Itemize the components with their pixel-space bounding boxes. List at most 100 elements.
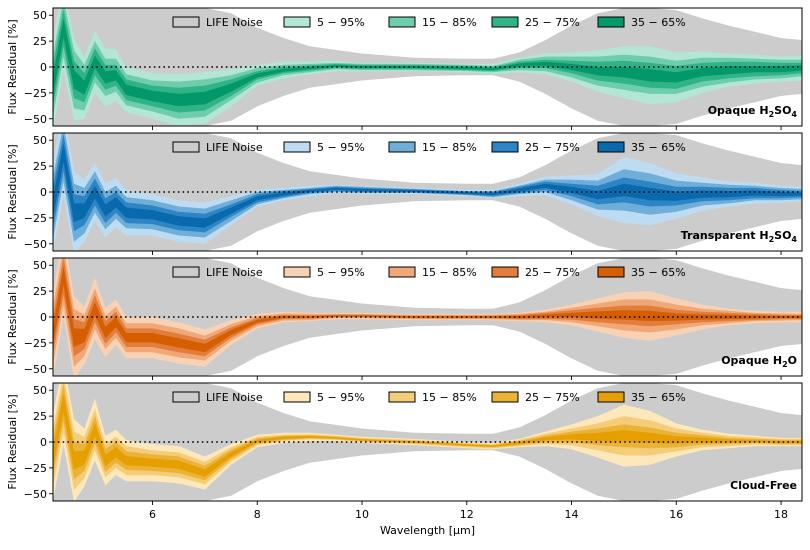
legend-swatch <box>597 391 625 403</box>
band-15-85 <box>53 133 802 242</box>
x-tick-label: 8 <box>254 508 261 521</box>
legend-label: 25 − 75% <box>525 16 580 29</box>
y-axis-label: Flux Residual [%] <box>6 19 19 114</box>
y-tick-label: −25 <box>24 87 47 100</box>
panel-3: 50 25 0 −25 −50 Flux Residual [%] LIFE Noise 5 … <box>6 257 803 380</box>
y-axis-label: Flux Residual [%] <box>6 144 19 239</box>
panel-label: Opaque H2SO4 <box>708 104 798 119</box>
legend-swatch <box>597 141 625 153</box>
legend-label: 35 − 65% <box>631 266 686 279</box>
band-35-65 <box>53 393 802 477</box>
legend-swatch <box>388 141 416 153</box>
panel-label-text: Opaque H <box>708 104 769 117</box>
y-tick-label: 25 <box>33 160 47 173</box>
legend-swatch <box>172 141 200 153</box>
panel-label: Cloud-Free <box>730 479 797 492</box>
panel-plot-area <box>53 383 802 501</box>
legend-swatch <box>597 16 625 28</box>
legend-swatch <box>172 16 200 28</box>
legend-swatch <box>283 391 311 403</box>
y-tick-label: −50 <box>24 238 47 251</box>
legend-label: 15 − 85% <box>422 16 477 29</box>
panel-label-text: Opaque H <box>721 354 782 367</box>
legend-swatch <box>283 141 311 153</box>
legend-label: 35 − 65% <box>631 141 686 154</box>
y-tick-label: −25 <box>24 212 47 225</box>
legend-label: 15 − 85% <box>422 141 477 154</box>
y-tick-label: 0 <box>40 61 47 74</box>
legend-swatch <box>172 391 200 403</box>
x-tick-label: 12 <box>460 508 474 521</box>
panel-plot-area <box>53 258 802 376</box>
legend-swatch <box>283 266 311 278</box>
legend-label: 5 − 95% <box>317 266 365 279</box>
band-25-75 <box>53 384 802 481</box>
panel-label-text: Cloud-Free <box>730 479 797 492</box>
y-tick-label: 0 <box>40 186 47 199</box>
panel-1: 50 25 0 −25 −50 Flux Residual [%] LIFE Noise 5 … <box>6 7 803 130</box>
legend-label: 25 − 75% <box>525 266 580 279</box>
x-tick-label: 10 <box>355 508 369 521</box>
panel-label-subscript: 2 <box>782 360 788 369</box>
y-tick-label: −25 <box>24 462 47 475</box>
legend-label: 5 − 95% <box>317 141 365 154</box>
band-35-65 <box>53 143 802 228</box>
panel-label: Opaque H2O <box>721 354 797 369</box>
y-tick-label: 25 <box>33 35 47 48</box>
y-tick-label: 25 <box>33 285 47 298</box>
x-tick-label: 18 <box>774 508 788 521</box>
y-tick-label: 50 <box>33 384 47 397</box>
y-tick-label: 0 <box>40 436 47 449</box>
x-tick-label: 6 <box>149 508 156 521</box>
y-tick-label: 50 <box>33 134 47 147</box>
band-15-85 <box>53 8 802 119</box>
legend-swatch <box>491 16 519 28</box>
legend-label: 25 − 75% <box>525 141 580 154</box>
legend-label: 35 − 65% <box>631 16 686 29</box>
panel-label-text: Transparent H <box>681 229 769 242</box>
panel-label-text: O <box>788 354 797 367</box>
y-tick-label: −50 <box>24 363 47 376</box>
legend-label: 5 − 95% <box>317 16 365 29</box>
x-tick-label: 16 <box>669 508 683 521</box>
legend-label: 15 − 85% <box>422 391 477 404</box>
legend-swatch <box>388 266 416 278</box>
y-tick-label: 50 <box>33 259 47 272</box>
legend-label: 25 − 75% <box>525 391 580 404</box>
panel-label-text: SO <box>774 229 791 242</box>
panel-label-subscript: 4 <box>791 235 797 244</box>
x-tick-label: 14 <box>565 508 579 521</box>
legend-swatch <box>491 266 519 278</box>
panel-plot-area <box>53 8 802 126</box>
band-35-65 <box>53 266 802 353</box>
y-tick-label: −50 <box>24 488 47 501</box>
legend-swatch <box>388 16 416 28</box>
legend-swatch <box>491 391 519 403</box>
legend-swatch <box>491 141 519 153</box>
legend-label: 15 − 85% <box>422 266 477 279</box>
panel-label-subscript: 2 <box>769 235 775 244</box>
panel-plot-area <box>53 133 802 251</box>
y-tick-label: 50 <box>33 9 47 22</box>
legend-swatch <box>597 266 625 278</box>
band-35-65 <box>53 18 802 107</box>
legend-label: 5 − 95% <box>317 391 365 404</box>
x-axis-label: Wavelength [μm] <box>380 524 475 537</box>
panel-label-subscript: 2 <box>769 110 775 119</box>
y-axis-label: Flux Residual [%] <box>6 269 19 364</box>
panel-label: Transparent H2SO4 <box>681 229 798 244</box>
legend-label: 35 − 65% <box>631 391 686 404</box>
legend-swatch <box>283 16 311 28</box>
y-axis-label: Flux Residual [%] <box>6 394 19 489</box>
band-25-75 <box>53 258 802 357</box>
panel-label-subscript: 4 <box>791 110 797 119</box>
panel-label-text: SO <box>774 104 791 117</box>
legend-label: LIFE Noise <box>206 266 263 279</box>
legend-swatch <box>388 391 416 403</box>
panel-2: 50 25 0 −25 −50 Flux Residual [%] LIFE Noise 5 … <box>6 132 803 255</box>
panel-4: 50 25 0 −25 −50 6 8 10 12 14 16 18 Flux Residual [%]… <box>6 382 803 521</box>
legend-label: LIFE Noise <box>206 16 263 29</box>
legend-label: LIFE Noise <box>206 141 263 154</box>
legend-label: LIFE Noise <box>206 391 263 404</box>
